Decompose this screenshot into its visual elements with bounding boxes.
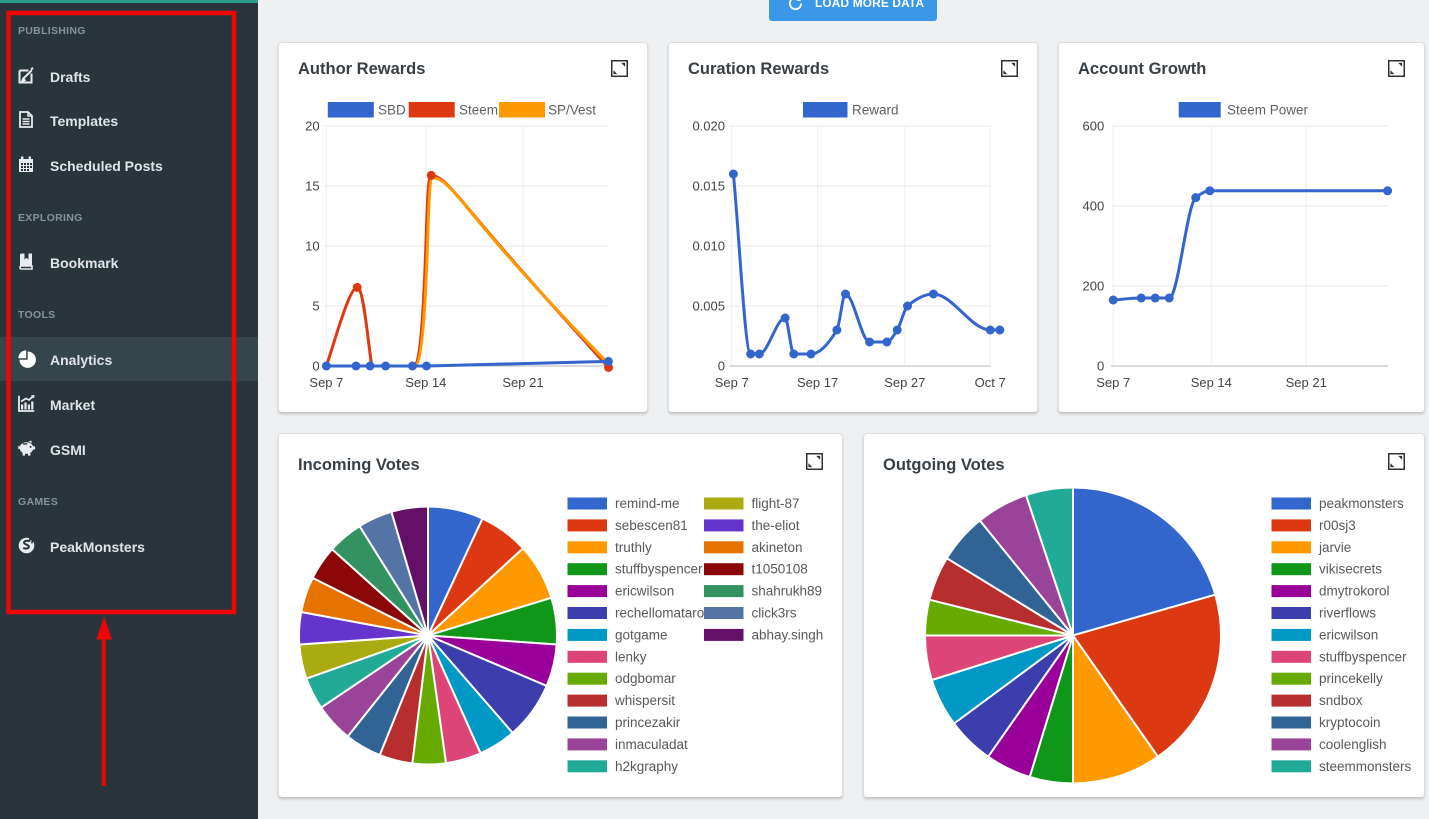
svg-text:kryptocoin: kryptocoin [1319, 715, 1381, 730]
svg-text:jarvie: jarvie [1318, 540, 1351, 555]
svg-text:t1050108: t1050108 [752, 562, 808, 577]
svg-text:shahrukh89: shahrukh89 [752, 584, 823, 599]
svg-text:odgbomar: odgbomar [615, 671, 676, 686]
svg-text:sndbox: sndbox [1319, 693, 1363, 708]
svg-text:rechellomataro: rechellomataro [615, 606, 704, 621]
svg-text:200: 200 [1082, 279, 1104, 294]
svg-text:0: 0 [718, 359, 725, 374]
svg-text:SBD: SBD [378, 103, 406, 118]
svg-text:lenky: lenky [615, 649, 647, 664]
svg-text:whispersit: whispersit [614, 693, 675, 708]
svg-text:Steem: Steem [459, 103, 498, 118]
svg-text:the-eliot: the-eliot [752, 518, 800, 533]
svg-text:Oct 7: Oct 7 [975, 375, 1006, 390]
svg-text:ericwilson: ericwilson [1319, 627, 1378, 642]
svg-text:600: 600 [1082, 119, 1104, 134]
svg-text:dmytrokorol: dmytrokorol [1319, 584, 1390, 599]
svg-text:stuffbyspencer: stuffbyspencer [1319, 649, 1407, 664]
svg-text:0.005: 0.005 [692, 299, 725, 314]
svg-text:inmaculadat: inmaculadat [615, 737, 688, 752]
svg-text:Sep 21: Sep 21 [1286, 375, 1327, 390]
svg-text:abhay.singh: abhay.singh [752, 627, 824, 642]
svg-text:Sep 14: Sep 14 [1191, 375, 1232, 390]
svg-text:400: 400 [1082, 199, 1104, 214]
svg-text:princezakir: princezakir [615, 715, 681, 730]
svg-text:Sep 21: Sep 21 [502, 375, 543, 390]
svg-text:0: 0 [312, 359, 319, 374]
svg-text:Sep 7: Sep 7 [1096, 375, 1130, 390]
svg-text:10: 10 [305, 239, 319, 254]
svg-text:20: 20 [305, 119, 319, 134]
svg-text:princekelly: princekelly [1319, 671, 1383, 686]
svg-text:vikisecrets: vikisecrets [1319, 562, 1382, 577]
svg-text:h2kgraphy: h2kgraphy [615, 759, 678, 774]
svg-text:riverflows: riverflows [1319, 606, 1376, 621]
svg-text:steemmonsters: steemmonsters [1319, 759, 1412, 774]
svg-text:Reward: Reward [852, 103, 899, 118]
svg-text:gotgame: gotgame [615, 627, 668, 642]
svg-text:Sep 17: Sep 17 [797, 375, 838, 390]
svg-text:truthly: truthly [615, 540, 652, 555]
svg-text:click3rs: click3rs [752, 606, 797, 621]
svg-text:Sep 14: Sep 14 [405, 375, 446, 390]
svg-text:remind-me: remind-me [615, 496, 680, 511]
svg-text:sebescen81: sebescen81 [615, 518, 688, 533]
svg-text:0.015: 0.015 [692, 179, 725, 194]
svg-text:SP/Vest: SP/Vest [548, 103, 596, 118]
svg-text:peakmonsters: peakmonsters [1319, 496, 1404, 511]
svg-text:0.010: 0.010 [692, 239, 725, 254]
svg-text:stuffbyspencer: stuffbyspencer [615, 562, 703, 577]
svg-text:coolenglish: coolenglish [1319, 737, 1387, 752]
svg-text:ericwilson: ericwilson [615, 584, 674, 599]
svg-text:r00sj3: r00sj3 [1319, 518, 1356, 533]
svg-text:Steem Power: Steem Power [1227, 103, 1309, 118]
svg-text:Sep 7: Sep 7 [715, 375, 749, 390]
svg-text:akineton: akineton [752, 540, 803, 555]
svg-text:flight-87: flight-87 [752, 496, 800, 511]
svg-text:Sep 7: Sep 7 [309, 375, 343, 390]
svg-text:Sep 27: Sep 27 [884, 375, 925, 390]
svg-text:5: 5 [312, 299, 319, 314]
svg-text:15: 15 [305, 179, 319, 194]
svg-text:0.020: 0.020 [692, 119, 725, 134]
svg-text:0: 0 [1097, 359, 1104, 374]
